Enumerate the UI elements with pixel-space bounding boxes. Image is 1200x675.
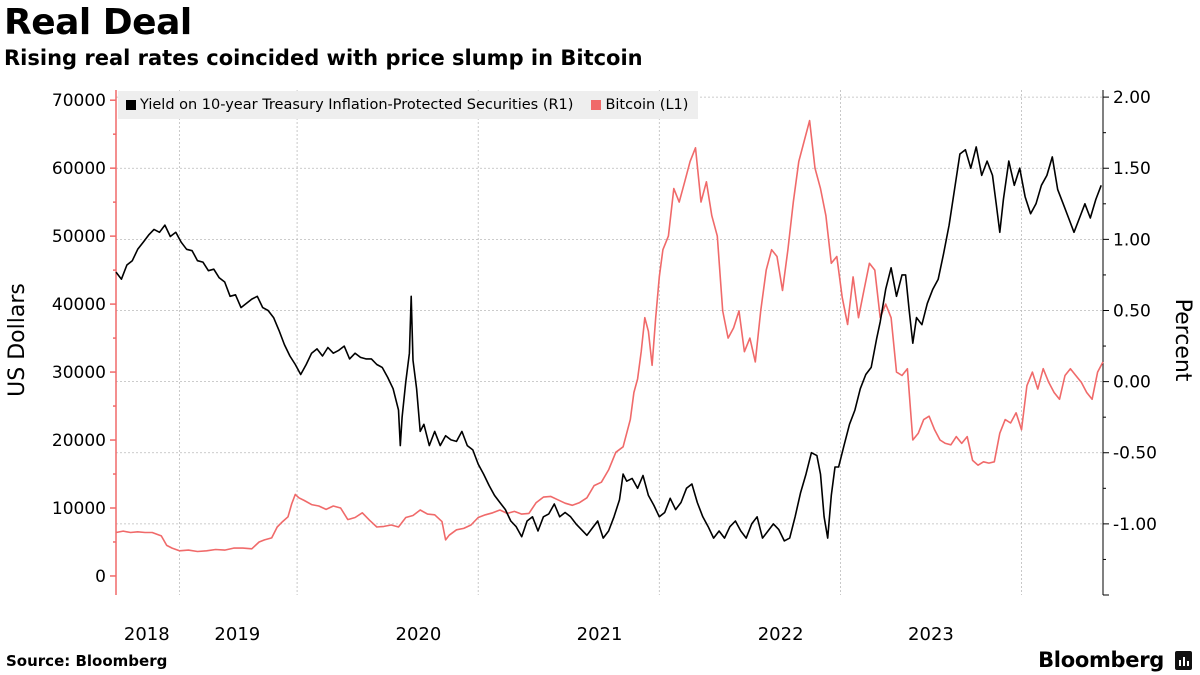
legend-label-tips: Yield on 10-year Treasury Inflation-Prot… — [140, 97, 574, 113]
left-tick-label-7: 70000 — [52, 91, 106, 111]
brand-logo-text: Bloomberg — [1038, 648, 1164, 672]
left-tick-label-4: 40000 — [52, 295, 106, 315]
legend-item-tips: Yield on 10-year Treasury Inflation-Prot… — [126, 97, 573, 113]
left-tick-label-3: 30000 — [52, 363, 106, 383]
legend-item-bitcoin: Bitcoin (L1) — [591, 97, 688, 113]
grid-layer — [116, 90, 1103, 595]
x-tick-label-2021: 2021 — [577, 624, 623, 645]
left-axis-label: US Dollars — [5, 283, 30, 397]
right-axis-label: Percent — [1170, 299, 1195, 382]
legend-swatch-bitcoin — [591, 100, 602, 110]
tips-yield-line — [115, 146, 1102, 542]
bitcoin-price-line — [115, 119, 1104, 553]
left-tick-label-5: 50000 — [52, 227, 106, 247]
right-tick-label-5: 1.50 — [1113, 159, 1151, 179]
axes-layer: 0 10000 20000 30000 40000 50000 60000 70000 -1.0… — [52, 88, 1157, 645]
left-tick-label-1: 10000 — [52, 499, 106, 519]
right-tick-label-2: 0.00 — [1113, 373, 1151, 393]
left-tick-label-2: 20000 — [52, 431, 106, 451]
x-tick-label-2020: 2020 — [396, 624, 442, 645]
right-tick-label-6: 2.00 — [1113, 88, 1151, 108]
x-tick-label-2018: 2018 — [124, 624, 170, 645]
left-tick-label-0: 0 — [95, 567, 106, 587]
right-tick-label-0: -1.00 — [1113, 515, 1157, 535]
right-tick-label-4: 1.00 — [1113, 230, 1151, 250]
chart-subtitle: Rising real rates coincided with price s… — [4, 46, 643, 70]
x-tick-label-2022: 2022 — [758, 624, 804, 645]
source-note: Source: Bloomberg — [6, 652, 168, 670]
right-tick-label-1: -0.50 — [1113, 444, 1157, 464]
chart-title: Real Deal — [4, 2, 192, 43]
legend-swatch-tips — [126, 100, 136, 110]
x-tick-label-2023: 2023 — [908, 624, 954, 645]
legend-label-bitcoin: Bitcoin (L1) — [605, 97, 689, 113]
bloomberg-terminal-icon — [1175, 651, 1192, 670]
legend: Yield on 10-year Treasury Inflation-Prot… — [118, 91, 699, 119]
series-layer — [115, 119, 1104, 553]
right-tick-label-3: 0.50 — [1113, 301, 1151, 321]
left-tick-label-6: 60000 — [52, 159, 106, 179]
x-tick-label-2019: 2019 — [214, 624, 260, 645]
